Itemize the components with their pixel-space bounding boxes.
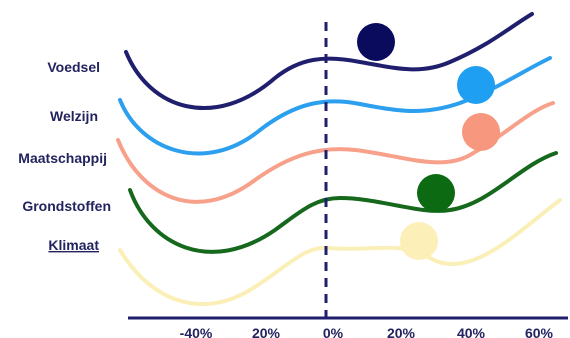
row-label-maatschappij: Maatschappij xyxy=(18,150,107,166)
curve-klimaat xyxy=(118,198,562,306)
tick-label: -40% xyxy=(180,325,213,338)
dot-grondstoffen xyxy=(417,174,455,212)
row-label-grondstoffen: Grondstoffen xyxy=(22,198,111,214)
tick-label: 20% xyxy=(252,325,281,338)
row-label-klimaat: Klimaat xyxy=(48,237,99,253)
tick-label: 0% xyxy=(323,325,344,338)
tick-label: 40% xyxy=(457,325,486,338)
row-label-voedsel: Voedsel xyxy=(47,59,100,75)
dot-maatschappij xyxy=(462,113,500,151)
row-label-welzijn: Welzijn xyxy=(50,108,98,124)
dot-welzijn xyxy=(457,66,495,104)
dot-voedsel xyxy=(357,23,395,61)
tick-label: 60% xyxy=(525,325,554,338)
curve-voedsel xyxy=(124,12,534,111)
dot-klimaat xyxy=(400,222,438,260)
curve-grondstoffen xyxy=(128,151,558,254)
tick-label: 20% xyxy=(387,325,416,338)
